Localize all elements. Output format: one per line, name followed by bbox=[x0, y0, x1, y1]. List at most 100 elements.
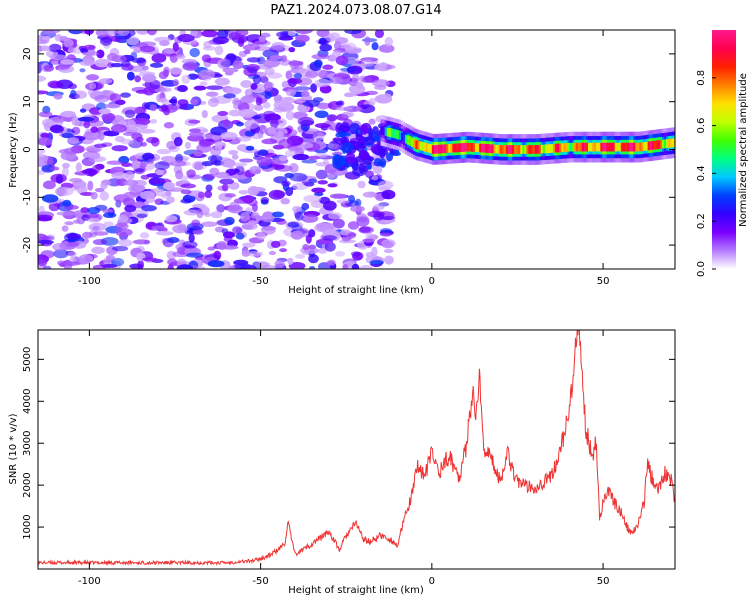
spectrogram-cell bbox=[167, 264, 174, 269]
spectrogram-ridge-cell bbox=[507, 145, 512, 154]
spectrogram-cell bbox=[150, 188, 164, 193]
spectrogram-cell bbox=[246, 57, 261, 63]
spectrogram-cell bbox=[190, 30, 199, 37]
spectrogram-cell bbox=[167, 258, 178, 266]
spectrogram-x-ticks: -100 -50 0 50 bbox=[78, 30, 609, 287]
spectrogram-ridge-cell bbox=[622, 142, 627, 152]
spectrogram-cell bbox=[163, 181, 176, 191]
spectrogram-cell bbox=[285, 89, 297, 97]
spectrogram-ridge-cell bbox=[588, 142, 593, 152]
spectrogram-cell bbox=[353, 144, 360, 151]
spectrogram-ridge-cell bbox=[485, 144, 490, 153]
spectrogram-ridge-cell bbox=[431, 145, 436, 154]
spectrogram-cell bbox=[358, 226, 374, 234]
spectrogram-cell bbox=[228, 182, 240, 190]
spectrogram-cell bbox=[123, 179, 139, 187]
spectrogram-cell bbox=[308, 266, 316, 269]
spectrogram-ridge-cell bbox=[551, 144, 556, 153]
spectrogram-cell bbox=[255, 96, 263, 106]
spectrogram-cell bbox=[242, 195, 255, 204]
snr-y-ticks: 1000 2000 3000 4000 5000 bbox=[22, 347, 675, 540]
colorbar-tick-label: 0.6 bbox=[696, 118, 707, 134]
spectrogram-cell bbox=[245, 145, 255, 151]
spectrogram-cell bbox=[256, 232, 266, 240]
snr-x-tick-label: 50 bbox=[597, 576, 610, 587]
spectrogram-cell bbox=[351, 263, 360, 269]
spectrogram-cell bbox=[134, 168, 144, 173]
spectrogram-cell bbox=[289, 59, 300, 70]
snr-y-tick-label: 3000 bbox=[22, 430, 33, 455]
spectrogram-cell bbox=[182, 62, 199, 71]
spectrogram-cell bbox=[294, 97, 307, 104]
spectrogram-cell bbox=[340, 67, 356, 72]
spectrogram-cell bbox=[232, 226, 243, 234]
spectrogram-cell bbox=[335, 55, 349, 66]
spectrogram-cell bbox=[61, 225, 69, 232]
spectrogram-cell bbox=[332, 157, 342, 167]
spectrogram-cell bbox=[240, 79, 252, 88]
spectrogram-cell bbox=[317, 102, 329, 110]
spectrogram-cell bbox=[350, 205, 365, 213]
spectrogram-cell bbox=[244, 88, 254, 98]
spectrogram-cell bbox=[230, 162, 248, 167]
spectrogram-cell bbox=[368, 118, 376, 125]
spectrogram-x-tick-label: 0 bbox=[429, 276, 435, 287]
spectrogram-cell bbox=[131, 58, 147, 64]
spectrogram-cell bbox=[245, 207, 253, 214]
spectrogram-cell bbox=[327, 183, 338, 188]
colorbar-tick-label: 0.2 bbox=[696, 213, 707, 229]
spectrogram-cell bbox=[287, 30, 296, 37]
spectrogram-ridge-cell bbox=[411, 138, 416, 148]
spectrogram-cell bbox=[67, 137, 80, 145]
spectrogram-cell bbox=[192, 203, 207, 209]
spectrogram-cell bbox=[254, 261, 270, 268]
spectrogram-cell bbox=[238, 190, 249, 195]
spectrogram-cell bbox=[67, 241, 80, 247]
spectrogram-cell bbox=[318, 69, 329, 79]
spectrogram-ridge-cell bbox=[610, 142, 615, 152]
spectrogram-cell bbox=[111, 172, 130, 179]
snr-y-tick-label: 2000 bbox=[22, 472, 33, 497]
spectrogram-cell bbox=[177, 33, 195, 43]
spectrogram-cell bbox=[314, 110, 329, 119]
spectrogram-ridge-cell bbox=[419, 141, 424, 151]
spectrogram-cell bbox=[43, 30, 61, 34]
spectrogram-cell bbox=[146, 136, 159, 144]
spectrogram-ridge-cell bbox=[421, 142, 426, 151]
spectrogram-cell bbox=[335, 106, 354, 111]
spectrogram-cell bbox=[83, 120, 91, 129]
spectrogram-ridge-cell bbox=[661, 139, 666, 149]
spectrogram-ridge-cell bbox=[440, 144, 445, 154]
spectrogram-cell bbox=[80, 207, 90, 214]
spectrogram-cell bbox=[263, 101, 271, 109]
spectrogram-cell bbox=[121, 63, 134, 71]
spectrogram-ridge-cell bbox=[433, 145, 438, 154]
spectrogram-cell bbox=[38, 148, 46, 155]
spectrogram-cell bbox=[263, 110, 276, 118]
spectrogram-cell bbox=[50, 60, 61, 65]
spectrogram-cell bbox=[155, 169, 164, 176]
spectrogram-cell bbox=[81, 51, 99, 57]
spectrogram-ridge-cell bbox=[489, 144, 494, 154]
spectrogram-cell bbox=[40, 250, 55, 259]
spectrogram-cell bbox=[92, 231, 109, 236]
spectrogram-ridge-cell bbox=[448, 144, 453, 153]
spectrogram-cell bbox=[134, 184, 146, 192]
spectrogram-cell bbox=[193, 161, 204, 171]
spectrogram-ridge-cell bbox=[435, 144, 440, 154]
spectrogram-cell bbox=[103, 212, 117, 219]
spectrogram-ridge-cell bbox=[423, 142, 428, 152]
spectrogram-cell bbox=[219, 178, 235, 185]
colorbar: 0.0 0.2 0.4 0.6 0.8 Normalized spectral ampl… bbox=[696, 30, 749, 277]
spectrogram-ridge-cell bbox=[396, 130, 401, 140]
spectrogram-cell bbox=[216, 240, 228, 250]
spectrogram-cell bbox=[207, 98, 220, 108]
spectrogram-cell bbox=[41, 235, 55, 241]
spectrogram-cell bbox=[289, 146, 306, 154]
spectrogram-cell bbox=[78, 254, 94, 263]
spectrogram-cell bbox=[355, 81, 364, 89]
spectrogram-cell bbox=[308, 244, 317, 250]
spectrogram-y-tick-label: 0 bbox=[22, 146, 33, 152]
spectrogram-cell bbox=[340, 122, 350, 133]
spectrogram-cell bbox=[287, 257, 294, 265]
